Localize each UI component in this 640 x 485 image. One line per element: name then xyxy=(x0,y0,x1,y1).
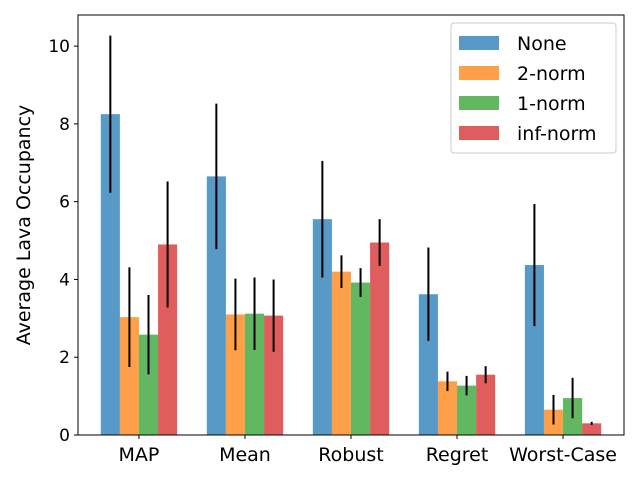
x-tick-label: Mean xyxy=(219,444,271,466)
legend-label: inf-norm xyxy=(517,123,596,145)
x-tick-label: Worst-Case xyxy=(509,444,617,466)
bar-1-norm-MAP xyxy=(138,334,159,435)
y-axis-label: Average Lava Occupancy xyxy=(13,105,35,346)
legend-label: 1-norm xyxy=(517,93,586,115)
legend-swatch-inf-norm xyxy=(459,126,499,140)
x-tick-label: MAP xyxy=(119,444,160,466)
x-axis-ticks: MAP Mean Robust Regret Worst-Case xyxy=(119,435,617,466)
bar-None-Robust xyxy=(312,219,332,435)
bar-None-Worst-Case xyxy=(524,265,544,435)
bar-inf-norm-Worst-Case xyxy=(582,423,602,435)
bar-2-norm-MAP xyxy=(119,317,139,435)
bar-inf-norm-Regret xyxy=(476,374,496,435)
y-tick-label: 10 xyxy=(48,37,70,57)
legend-label: None xyxy=(517,33,567,55)
legend-frame xyxy=(450,22,617,154)
bars-layer xyxy=(100,114,602,436)
bar-None-Regret xyxy=(418,294,438,435)
bar-1-norm-Regret xyxy=(457,385,477,435)
y-tick-label: 8 xyxy=(59,115,70,135)
y-tick-label: 6 xyxy=(59,193,70,213)
bar-None-Mean xyxy=(206,176,226,435)
legend-swatch-None xyxy=(459,36,499,50)
bar-2-norm-Robust xyxy=(331,271,351,435)
y-tick-label: 2 xyxy=(59,348,70,368)
error-bars-layer xyxy=(109,35,593,425)
bar-inf-norm-MAP xyxy=(158,244,178,435)
legend-swatch-1-norm xyxy=(459,96,499,110)
x-tick-label: Regret xyxy=(426,444,489,466)
y-tick-label: 0 xyxy=(59,426,70,446)
legend-swatch-2-norm xyxy=(459,66,499,80)
legend: None 2-norm 1-norm inf-norm xyxy=(450,22,617,154)
x-tick-label: Robust xyxy=(318,444,383,466)
bar-inf-norm-Mean xyxy=(264,315,284,435)
legend-label: 2-norm xyxy=(517,63,586,85)
bar-1-norm-Mean xyxy=(244,313,265,435)
bar-None-MAP xyxy=(100,114,120,436)
bar-inf-norm-Robust xyxy=(370,242,390,435)
bar-2-norm-Regret xyxy=(437,381,458,435)
bar-2-norm-Mean xyxy=(225,314,245,435)
y-axis-ticks: 0 2 4 6 8 10 xyxy=(48,37,78,446)
y-tick-label: 4 xyxy=(59,270,70,290)
bar-1-norm-Robust xyxy=(351,282,371,435)
